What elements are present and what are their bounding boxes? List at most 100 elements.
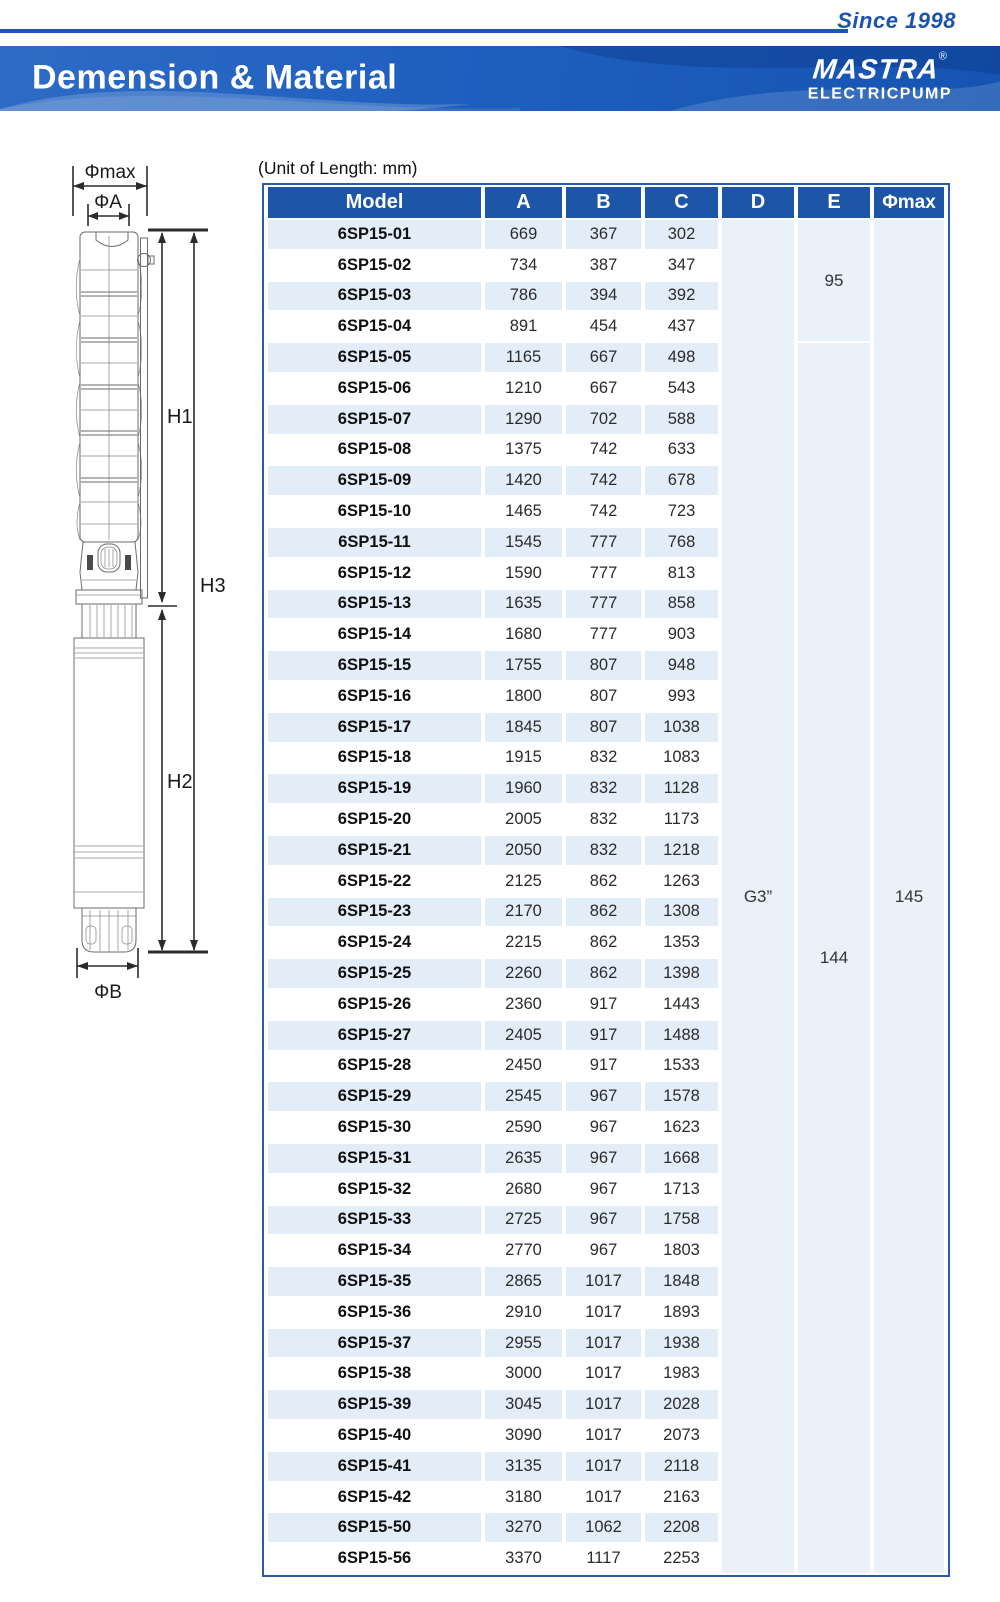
value-cell: 891 <box>485 312 562 342</box>
value-cell: 768 <box>645 527 718 557</box>
value-cell: 807 <box>566 681 641 711</box>
table-row: 6SP15-16 1800 807 993 <box>268 681 944 711</box>
table-row: 6SP15-22 2125 862 1263 <box>268 866 944 896</box>
model-cell: 6SP15-13 <box>268 589 481 619</box>
value-cell: 2590 <box>485 1113 562 1142</box>
value-cell: 498 <box>645 343 718 372</box>
pump-dimension-drawing: Φmax ΦA <box>72 162 226 1003</box>
model-cell: 6SP15-04 <box>268 312 481 342</box>
value-cell: 588 <box>645 404 718 434</box>
model-cell: 6SP15-38 <box>268 1359 481 1389</box>
value-cell: 1165 <box>485 343 562 372</box>
table-header-row: Model A B C D E Φmax <box>268 187 944 218</box>
value-cell: 3270 <box>485 1513 562 1543</box>
value-cell: 862 <box>566 959 641 988</box>
value-cell: 2118 <box>645 1451 718 1481</box>
spec-table-body: 6SP15-01 669 367 302 G3” 95 145 6SP15-02 734 387 3… <box>268 220 944 1574</box>
phi-a-label: ΦA <box>94 192 122 213</box>
value-cell: 777 <box>566 527 641 557</box>
table-row: 6SP15-33 2725 967 1758 <box>268 1205 944 1235</box>
model-cell: 6SP15-35 <box>268 1267 481 1296</box>
phimax-merged-cell: 145 <box>874 220 944 1574</box>
value-cell: 917 <box>566 1051 641 1081</box>
model-cell: 6SP15-36 <box>268 1297 481 1327</box>
model-cell: 6SP15-20 <box>268 805 481 834</box>
table-row: 6SP15-15 1755 807 948 <box>268 651 944 680</box>
value-cell: 2360 <box>485 989 562 1019</box>
value-cell: 1420 <box>485 466 562 496</box>
value-cell: 1017 <box>566 1482 641 1512</box>
value-cell: 807 <box>566 651 641 680</box>
value-cell: 993 <box>645 681 718 711</box>
table-row: 6SP15-17 1845 807 1038 <box>268 712 944 742</box>
model-cell: 6SP15-24 <box>268 928 481 958</box>
model-cell: 6SP15-09 <box>268 466 481 496</box>
value-cell: 669 <box>485 220 562 249</box>
value-cell: 832 <box>566 743 641 773</box>
value-cell: 862 <box>566 897 641 927</box>
value-cell: 2073 <box>645 1421 718 1450</box>
table-row: 6SP15-21 2050 832 1218 <box>268 835 944 865</box>
h1-label: H1 <box>167 406 193 428</box>
value-cell: 1308 <box>645 897 718 927</box>
value-cell: 858 <box>645 589 718 619</box>
value-cell: 1983 <box>645 1359 718 1389</box>
model-cell: 6SP15-40 <box>268 1421 481 1450</box>
table-row: 6SP15-27 2405 917 1488 <box>268 1020 944 1050</box>
value-cell: 2028 <box>645 1390 718 1420</box>
value-cell: 2910 <box>485 1297 562 1327</box>
value-cell: 1533 <box>645 1051 718 1081</box>
value-cell: 1017 <box>566 1297 641 1327</box>
value-cell: 3370 <box>485 1544 562 1574</box>
value-cell: 734 <box>485 250 562 280</box>
value-cell: 967 <box>566 1174 641 1204</box>
table-row: 6SP15-24 2215 862 1353 <box>268 928 944 958</box>
model-cell: 6SP15-21 <box>268 835 481 865</box>
value-cell: 678 <box>645 466 718 496</box>
title-banner: Demension & Material MASTRA® ELECTRICPUM… <box>0 46 1000 111</box>
value-cell: 1353 <box>645 928 718 958</box>
value-cell: 1545 <box>485 527 562 557</box>
value-cell: 454 <box>566 312 641 342</box>
value-cell: 1398 <box>645 959 718 988</box>
model-cell: 6SP15-37 <box>268 1328 481 1358</box>
value-cell: 2260 <box>485 959 562 988</box>
value-cell: 2955 <box>485 1328 562 1358</box>
value-cell: 967 <box>566 1236 641 1266</box>
table-row: 6SP15-11 1545 777 768 <box>268 527 944 557</box>
value-cell: 2050 <box>485 835 562 865</box>
value-cell: 3000 <box>485 1359 562 1389</box>
value-cell: 394 <box>566 281 641 311</box>
value-cell: 742 <box>566 497 641 526</box>
model-cell: 6SP15-05 <box>268 343 481 372</box>
value-cell: 967 <box>566 1143 641 1173</box>
value-cell: 347 <box>645 250 718 280</box>
value-cell: 1713 <box>645 1174 718 1204</box>
value-cell: 1635 <box>485 589 562 619</box>
e-bottom-merged-cell: 144 <box>798 343 870 1574</box>
value-cell: 786 <box>485 281 562 311</box>
brand-logo: MASTRA® ELECTRICPUMP <box>808 51 952 102</box>
column-header-b: B <box>566 187 641 218</box>
model-cell: 6SP15-26 <box>268 989 481 1019</box>
value-cell: 832 <box>566 774 641 804</box>
value-cell: 1375 <box>485 435 562 465</box>
model-cell: 6SP15-06 <box>268 373 481 403</box>
value-cell: 2215 <box>485 928 562 958</box>
value-cell: 1848 <box>645 1267 718 1296</box>
table-row: 6SP15-02 734 387 347 <box>268 250 944 280</box>
value-cell: 813 <box>645 558 718 588</box>
table-row: 6SP15-42 3180 1017 2163 <box>268 1482 944 1512</box>
value-cell: 832 <box>566 835 641 865</box>
phi-b-label: ΦB <box>94 982 122 1003</box>
value-cell: 948 <box>645 651 718 680</box>
model-cell: 6SP15-01 <box>268 220 481 249</box>
value-cell: 742 <box>566 435 641 465</box>
value-cell: 2450 <box>485 1051 562 1081</box>
since-text: Since 1998 <box>837 8 956 33</box>
model-cell: 6SP15-16 <box>268 681 481 711</box>
table-row: 6SP15-28 2450 917 1533 <box>268 1051 944 1081</box>
model-cell: 6SP15-34 <box>268 1236 481 1266</box>
model-cell: 6SP15-32 <box>268 1174 481 1204</box>
value-cell: 437 <box>645 312 718 342</box>
